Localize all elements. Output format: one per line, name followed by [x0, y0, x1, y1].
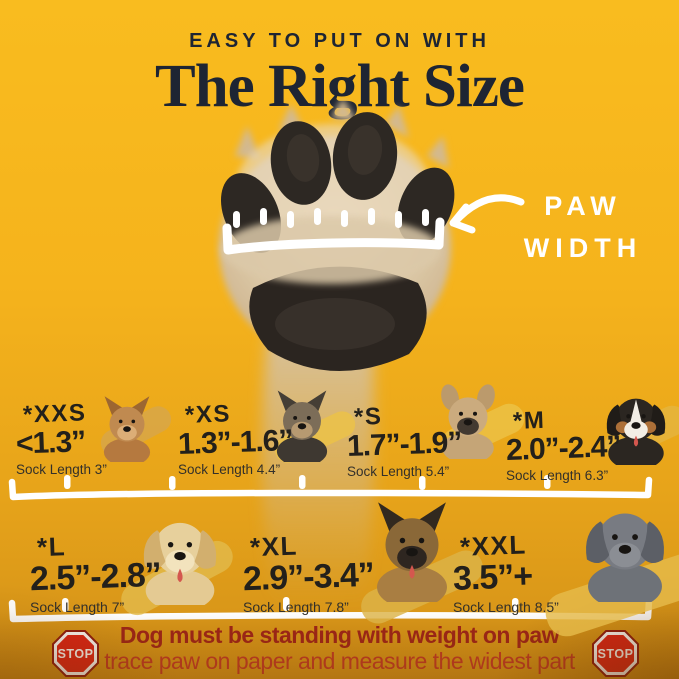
golden-retriever-photo — [128, 501, 232, 605]
size-card-l: *L 2.5”-2.8” Sock Length 7” — [29, 522, 239, 621]
sock-length: Sock Length 7” — [30, 599, 125, 616]
size-card-xxl: *XXL 3.5”+ Sock Length 8.5” — [452, 513, 679, 642]
paw-width-line2: WIDTH — [523, 232, 643, 263]
size-card-m: *M 2.0”-2.4” Sock Length 6.3” — [505, 398, 679, 484]
paw-width-label: PAW WIDTH — [503, 186, 663, 270]
kicker-text: EASY TO PUT ON WITH — [189, 30, 490, 52]
paw-width-range: 1.7”-1.9” — [346, 426, 462, 463]
size-row-divider — [8, 475, 653, 501]
french-bulldog-photo — [429, 381, 507, 459]
german-shepherd-photo — [359, 496, 465, 602]
stop-sign-text: STOP — [57, 646, 94, 661]
stop-sign-text: STOP — [597, 646, 634, 661]
stop-sign-icon: STOP — [592, 630, 639, 677]
sock-length: Sock Length 6.3” — [506, 468, 609, 484]
paw-width-range: 3.5”+ — [452, 557, 533, 598]
paw-width-line1: PAW — [544, 191, 622, 221]
dog-paw-photo — [219, 98, 455, 603]
sock-length: Sock Length 5.4” — [347, 464, 450, 480]
paw-width-range: <1.3” — [15, 425, 86, 461]
size-card-s: *S 1.7”-1.9” Sock Length 5.4” — [346, 384, 530, 480]
warning-line-2: trace paw on paper and measure the wides… — [104, 648, 575, 674]
sock-length: Sock Length 3” — [16, 462, 107, 478]
great-dane-photo — [569, 490, 679, 602]
sock-length: Sock Length 4.4” — [178, 462, 281, 478]
size-card-xxs: *XXS <1.3” Sock Length 3” — [15, 396, 176, 478]
paw-width-range: 2.9”-3.4” — [242, 555, 375, 599]
size-card-xs: *XS 1.3”-1.6” Sock Length 4.4” — [177, 390, 360, 478]
stop-sign-icon: STOP — [52, 630, 99, 677]
paw-width-range: 2.5”-2.8” — [29, 555, 162, 599]
paw-width-range: 1.3”-1.6” — [177, 424, 293, 461]
sock-length: Sock Length 8.5” — [453, 599, 559, 616]
curved-arrow-icon — [449, 194, 525, 234]
size-label: *XXS — [22, 399, 87, 429]
chihuahua-photo — [92, 392, 162, 462]
warning-line-1: Dog must be standing with weight on paw — [119, 622, 560, 648]
sock-length: Sock Length 7.8” — [243, 599, 349, 616]
paw-width-ticks — [233, 208, 429, 228]
paw-width-range: 2.0”-2.4” — [505, 430, 621, 467]
yorkshire-terrier-puppy-photo — [264, 386, 340, 462]
australian-shepherd-photo — [594, 381, 678, 465]
size-card-xl: *XL 2.9”-3.4” Sock Length 7.8” — [242, 502, 489, 629]
paw-width-ruler — [222, 217, 445, 255]
